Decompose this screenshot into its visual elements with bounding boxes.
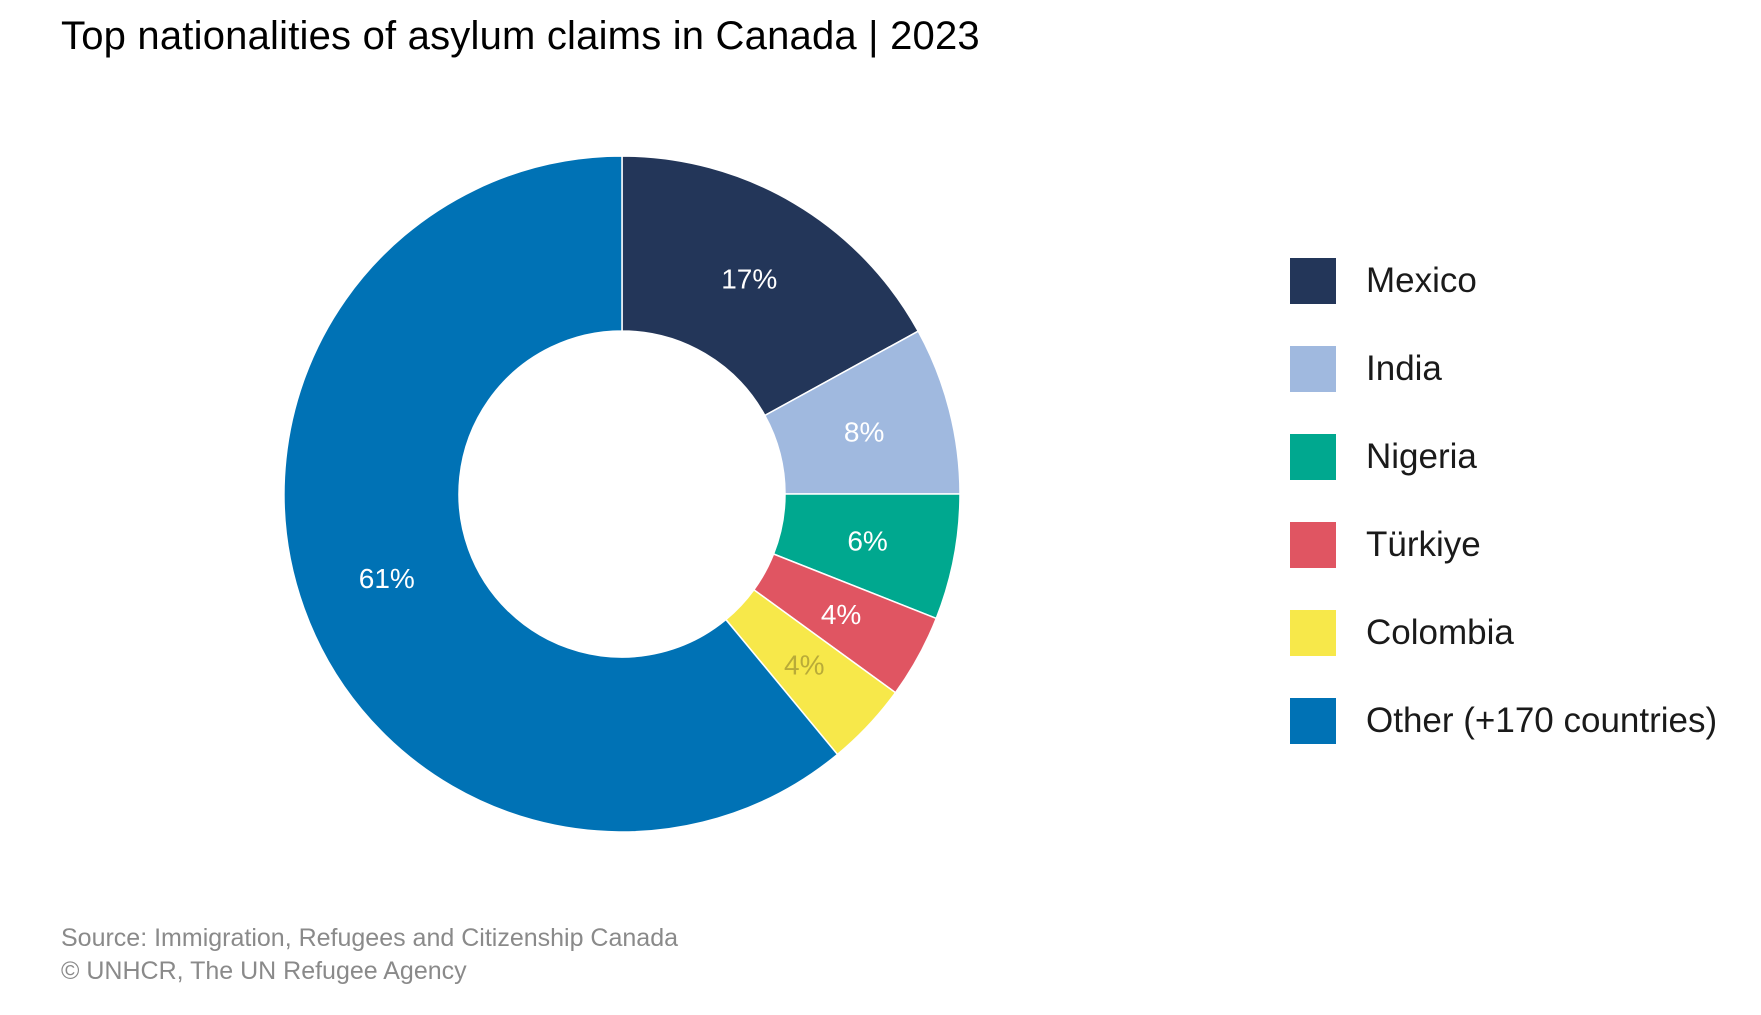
legend-item-colombia: Colombia: [1290, 610, 1514, 656]
slice-label-nigeria: 6%: [847, 525, 887, 556]
legend-label-other-170-countries: Other (+170 countries): [1366, 701, 1718, 740]
legend-swatch-other-170-countries: [1290, 698, 1336, 744]
legend-swatch-colombia: [1290, 610, 1336, 656]
legend-item-mexico: Mexico: [1290, 258, 1477, 304]
slice-label-mexico: 17%: [721, 263, 777, 294]
slice-label-t-rkiye: 4%: [821, 599, 861, 630]
legend-item-t-rkiye: Türkiye: [1290, 522, 1481, 568]
source-note: Source: Immigration, Refugees and Citize…: [61, 924, 679, 952]
legend-label-t-rkiye: Türkiye: [1366, 525, 1481, 564]
slice-label-india: 8%: [844, 416, 884, 447]
legend-label-nigeria: Nigeria: [1366, 437, 1477, 476]
slice-mexico: [621, 155, 920, 417]
legend-label-colombia: Colombia: [1366, 613, 1514, 652]
chart-title: Top nationalities of asylum claims in Ca…: [61, 14, 980, 58]
legend-swatch-nigeria: [1290, 434, 1336, 480]
legend-swatch-t-rkiye: [1290, 522, 1336, 568]
legend-item-india: India: [1290, 346, 1442, 392]
legend-item-nigeria: Nigeria: [1290, 434, 1477, 480]
legend-swatch-india: [1290, 346, 1336, 392]
slice-label-other-170-countries: 61%: [359, 563, 415, 594]
slice-label-colombia: 4%: [784, 650, 824, 681]
legend-label-mexico: Mexico: [1366, 261, 1477, 300]
credit-note: © UNHCR, The UN Refugee Agency: [61, 957, 467, 985]
legend-swatch-mexico: [1290, 258, 1336, 304]
footer: Source: Immigration, Refugees and Citize…: [61, 922, 678, 988]
slice-other-170-countries: [283, 155, 839, 833]
legend-label-india: India: [1366, 349, 1442, 388]
legend-item-other-170-countries: Other (+170 countries): [1290, 698, 1717, 744]
